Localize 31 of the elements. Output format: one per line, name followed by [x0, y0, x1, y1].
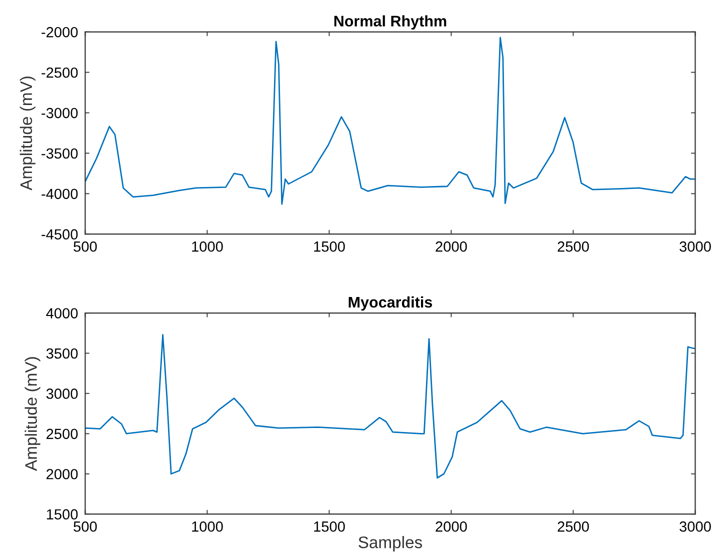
x-tick-label: 1000 — [192, 241, 223, 252]
y-tick-label: 3000 — [46, 388, 78, 399]
x-tick-label: 1000 — [192, 521, 223, 532]
y-tick-label: 2500 — [46, 428, 78, 440]
x-tick-label: 500 — [74, 521, 97, 532]
y-tick-label: -2000 — [42, 27, 78, 38]
x-tick-label: 3000 — [680, 241, 711, 252]
line-series — [85, 334, 695, 479]
y-tick-label: -3000 — [42, 108, 78, 118]
x-tick-label: 2000 — [436, 521, 467, 532]
x-tick-label: 3000 — [680, 521, 711, 532]
x-tick-label: 2000 — [436, 241, 467, 252]
chart-title: Normal Rhythm — [334, 15, 446, 30]
x-tick-label: 500 — [74, 241, 97, 252]
x-axis-title: Samples — [358, 536, 422, 552]
y-tick-label: -3500 — [42, 148, 78, 159]
y-tick-label: 2000 — [46, 468, 78, 480]
y-tick-label: -2500 — [42, 67, 78, 78]
y-tick-label: 3500 — [46, 348, 78, 359]
y-tick-label: -4500 — [42, 229, 78, 240]
x-tick-label: 1500 — [314, 241, 345, 252]
chart-title: Myocarditis — [348, 296, 432, 311]
x-tick-label: 2500 — [558, 521, 589, 532]
y-axis-title: Amplitude (mV) — [20, 76, 36, 190]
x-tick-label: 1500 — [314, 521, 345, 532]
y-tick-label: 4000 — [46, 308, 78, 318]
y-axis-title: Amplitude (mV) — [24, 357, 40, 471]
line-series — [85, 36, 696, 205]
y-tick-label: 1500 — [46, 509, 78, 520]
x-tick-label: 2500 — [558, 241, 589, 252]
y-tick-label: -4000 — [42, 188, 78, 200]
